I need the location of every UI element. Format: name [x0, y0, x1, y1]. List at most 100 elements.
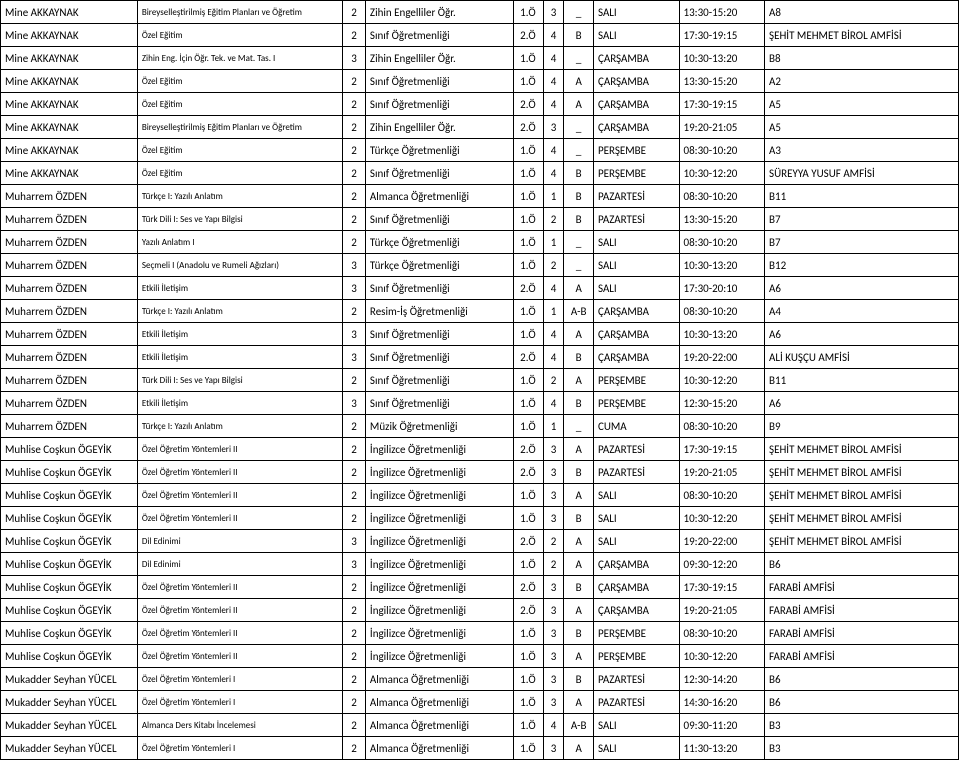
cell-name: Mine AKKAYNAK	[1, 70, 138, 93]
cell-day: SALI	[593, 484, 679, 507]
cell-course: Yazılı Anlatım I	[137, 231, 342, 254]
table-row: Muhlise Coşkun ÖGEYİKDil Edinimi3İngiliz…	[1, 553, 959, 576]
cell-n1: 2	[343, 576, 366, 599]
cell-n2: 1	[543, 185, 564, 208]
cell-grp: B	[564, 208, 594, 231]
cell-code: 1.Ö	[514, 645, 544, 668]
cell-dept: İngilizce Öğretmenliği	[365, 599, 513, 622]
table-row: Mine AKKAYNAKÖzel Eğitim2Türkçe Öğretmen…	[1, 139, 959, 162]
table-row: Mukadder Seyhan YÜCELÖzel Öğretim Yöntem…	[1, 737, 959, 760]
cell-course: Türk Dili I: Ses ve Yapı Bilgisi	[137, 208, 342, 231]
cell-n1: 3	[343, 277, 366, 300]
cell-day: SALI	[593, 277, 679, 300]
cell-code: 2.Ö	[514, 438, 544, 461]
cell-n2: 3	[543, 1, 564, 24]
cell-grp: A	[564, 323, 594, 346]
cell-course: Özel Öğretim Yöntemleri I	[137, 668, 342, 691]
cell-room: ŞEHİT MEHMET BİROL AMFİSİ	[765, 461, 959, 484]
cell-n2: 3	[543, 461, 564, 484]
cell-n2: 3	[543, 622, 564, 645]
cell-n2: 4	[543, 162, 564, 185]
cell-dept: İngilizce Öğretmenliği	[365, 484, 513, 507]
cell-grp: A	[564, 277, 594, 300]
cell-grp: A-B	[564, 300, 594, 323]
cell-day: SALI	[593, 530, 679, 553]
cell-n1: 2	[343, 507, 366, 530]
cell-room: ŞEHİT MEHMET BİROL AMFİSİ	[765, 507, 959, 530]
cell-n1: 2	[343, 185, 366, 208]
cell-course: Özel Eğitim	[137, 162, 342, 185]
cell-code: 2.Ö	[514, 24, 544, 47]
cell-grp: _	[564, 139, 594, 162]
cell-course: Özel Eğitim	[137, 139, 342, 162]
table-row: Mine AKKAYNAKÖzel Eğitim2Sınıf Öğretmenl…	[1, 93, 959, 116]
cell-room: B12	[765, 254, 959, 277]
cell-dept: Müzik Öğretmenliği	[365, 415, 513, 438]
cell-day: PAZARTESİ	[593, 208, 679, 231]
cell-room: ALİ KUŞÇU AMFİSİ	[765, 346, 959, 369]
cell-time: 14:30-16:20	[679, 691, 765, 714]
cell-n2: 4	[543, 346, 564, 369]
cell-dept: Sınıf Öğretmenliği	[365, 346, 513, 369]
cell-code: 2.Ö	[514, 93, 544, 116]
cell-room: B3	[765, 714, 959, 737]
cell-code: 1.Ö	[514, 484, 544, 507]
cell-room: FARABİ AMFİSİ	[765, 645, 959, 668]
cell-name: Mine AKKAYNAK	[1, 24, 138, 47]
cell-course: Dil Edinimi	[137, 530, 342, 553]
cell-room: ŞEHİT MEHMET BİROL AMFİSİ	[765, 530, 959, 553]
cell-dept: İngilizce Öğretmenliği	[365, 530, 513, 553]
cell-day: ÇARŞAMBA	[593, 576, 679, 599]
cell-name: Muhlise Coşkun ÖGEYİK	[1, 461, 138, 484]
cell-name: Mukadder Seyhan YÜCEL	[1, 714, 138, 737]
cell-name: Mine AKKAYNAK	[1, 116, 138, 139]
cell-course: Özel Öğretim Yöntemleri II	[137, 484, 342, 507]
cell-name: Muharrem ÖZDEN	[1, 392, 138, 415]
cell-day: ÇARŞAMBA	[593, 70, 679, 93]
cell-n2: 1	[543, 231, 564, 254]
cell-grp: _	[564, 47, 594, 70]
table-row: Muharrem ÖZDENTürkçe I: Yazılı Anlatım2A…	[1, 185, 959, 208]
cell-grp: A	[564, 70, 594, 93]
cell-room: B6	[765, 553, 959, 576]
cell-n1: 2	[343, 668, 366, 691]
table-row: Muharrem ÖZDENYazılı Anlatım I2Türkçe Öğ…	[1, 231, 959, 254]
cell-n1: 3	[343, 392, 366, 415]
cell-course: Türk Dili I: Ses ve Yapı Bilgisi	[137, 369, 342, 392]
cell-code: 2.Ö	[514, 576, 544, 599]
cell-n2: 1	[543, 415, 564, 438]
cell-day: SALI	[593, 231, 679, 254]
cell-course: Özel Öğretim Yöntemleri I	[137, 691, 342, 714]
cell-day: PERŞEMBE	[593, 369, 679, 392]
cell-n2: 4	[543, 47, 564, 70]
cell-code: 2.Ö	[514, 346, 544, 369]
cell-grp: B	[564, 507, 594, 530]
cell-dept: Türkçe Öğretmenliği	[365, 231, 513, 254]
cell-name: Muhlise Coşkun ÖGEYİK	[1, 438, 138, 461]
cell-grp: A	[564, 645, 594, 668]
cell-course: Seçmeli I (Anadolu ve Rumeli Ağızları)	[137, 254, 342, 277]
table-row: Muhlise Coşkun ÖGEYİKÖzel Öğretim Yöntem…	[1, 438, 959, 461]
cell-code: 1.Ö	[514, 208, 544, 231]
cell-name: Mine AKKAYNAK	[1, 47, 138, 70]
cell-n2: 4	[543, 70, 564, 93]
cell-room: A8	[765, 1, 959, 24]
cell-course: Özel Öğretim Yöntemleri II	[137, 576, 342, 599]
cell-dept: İngilizce Öğretmenliği	[365, 461, 513, 484]
cell-time: 17:30-19:15	[679, 24, 765, 47]
cell-grp: B	[564, 461, 594, 484]
cell-day: PERŞEMBE	[593, 622, 679, 645]
cell-dept: Resim-İş Öğretmenliği	[365, 300, 513, 323]
cell-day: SALI	[593, 1, 679, 24]
cell-n1: 2	[343, 300, 366, 323]
table-row: Mine AKKAYNAKBireyselleştirilmiş Eğitim …	[1, 1, 959, 24]
cell-room: B7	[765, 231, 959, 254]
cell-code: 1.Ö	[514, 185, 544, 208]
cell-room: A4	[765, 300, 959, 323]
cell-day: ÇARŞAMBA	[593, 47, 679, 70]
cell-code: 1.Ö	[514, 254, 544, 277]
cell-course: Zihin Eng. İçin Öğr. Tek. ve Mat. Tas. I	[137, 47, 342, 70]
cell-name: Muharrem ÖZDEN	[1, 300, 138, 323]
cell-name: Mine AKKAYNAK	[1, 139, 138, 162]
cell-n2: 3	[543, 668, 564, 691]
